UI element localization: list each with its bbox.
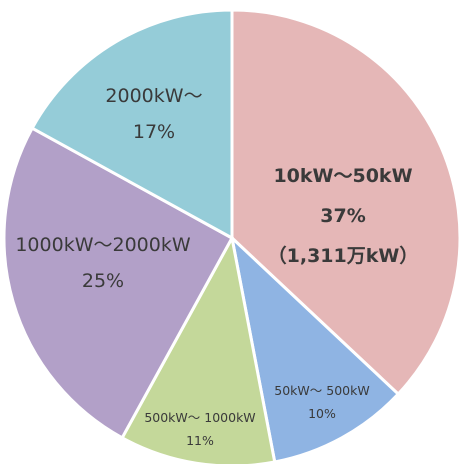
slice-label-500-1000kw: 500kW～ 1000kW — [144, 410, 255, 425]
slice-extra-10-50kw: （1,311万kW） — [268, 244, 419, 267]
slice-label-2000kw-plus: 2000kW～ — [105, 85, 202, 107]
slice-label-1000-2000kw: 1000kW～2000kW — [15, 234, 190, 256]
slice-percent-1000-2000kw: 25% — [82, 270, 124, 292]
slice-percent-50-500kw: 10% — [308, 406, 336, 421]
slice-10-50kw — [230, 8, 459, 397]
slice-2000kw-plus — [30, 8, 234, 241]
slice-label-50-500kw: 50kW～ 500kW — [274, 383, 369, 398]
slice-percent-2000kw-plus: 17% — [133, 121, 175, 143]
slice-1000-2000kw — [2, 126, 235, 440]
slice-label-10-50kw: 10kW～50kW — [273, 165, 412, 187]
slice-percent-10-50kw: 37% — [320, 205, 365, 227]
slice-percent-500-1000kw: 11% — [186, 433, 214, 448]
slice-50-500kw — [229, 233, 401, 464]
